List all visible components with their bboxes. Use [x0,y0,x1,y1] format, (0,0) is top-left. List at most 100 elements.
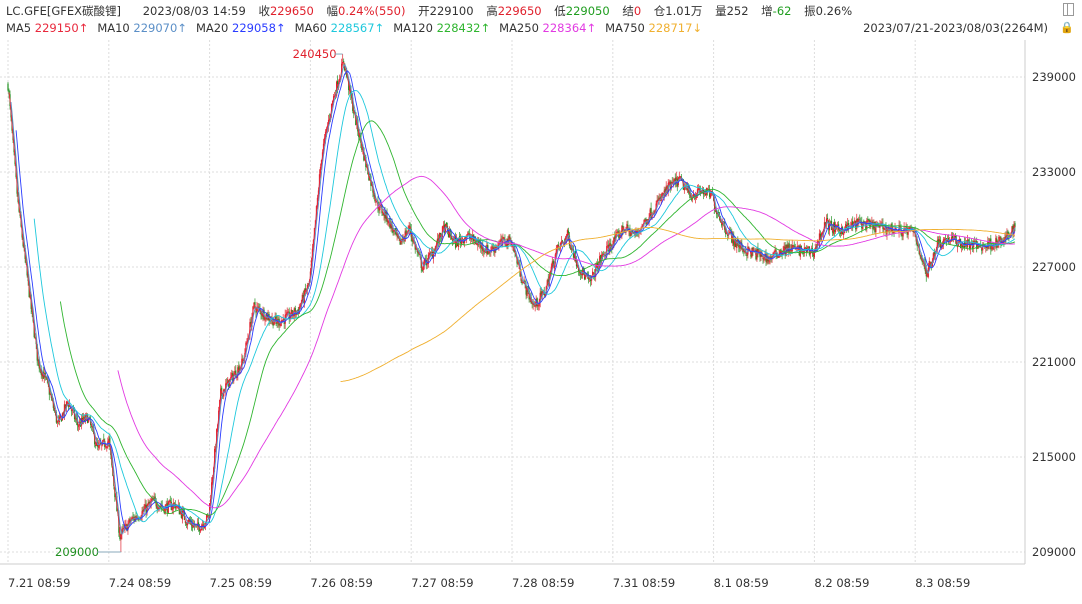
candle-body [185,523,188,525]
ma-line-ma250 [117,175,1015,509]
low-label: 低 [554,4,566,18]
candle-body [674,177,676,185]
y-tick-label: 221000 [1032,355,1076,369]
candle-body [540,291,542,297]
candle-body [451,240,454,242]
candle-body [978,245,980,248]
change-label: 幅 [326,4,339,18]
y-tick-label: 233000 [1032,165,1076,179]
y-tick-label: 239000 [1032,70,1076,84]
ma-legend-value: 228432↑ [436,21,491,35]
candle-body [7,83,9,91]
x-tick-label: 8.3 08:59 [915,576,970,590]
candle-body [100,442,102,445]
candle-body [729,231,731,233]
candle-body [382,214,384,216]
quote-header: LC.GFE[GFEX碳酸锂] 2023/08/03 14:59 收229650… [6,3,852,19]
candle-body [432,251,434,259]
candle-body [975,241,977,243]
candle-body [526,286,528,296]
candle-body [799,245,801,257]
candle-body [692,194,695,198]
candle-body [546,280,548,286]
change-value: 0.24%(550) [338,4,406,18]
min-price-label: 209000 [55,545,99,559]
candle-body [1014,223,1016,228]
candle-body [255,309,257,313]
x-tick-label: 7.25 08:59 [210,576,272,590]
open-label: 开 [418,4,430,18]
ma-line-ma10 [10,63,1016,535]
ma-legend-value: 228364↑ [542,21,597,35]
low-value: 229050 [565,4,610,18]
candle-body [507,239,509,245]
candle-body [873,222,875,228]
candle-body [867,219,869,220]
x-tick-label: 7.31 08:59 [613,576,675,590]
ma-legend-name: MA60 [294,21,331,35]
high-label: 高 [486,4,498,18]
quote-datetime: 2023/08/03 14:59 [142,4,246,18]
ma-legend: MA5 229150↑ MA10 229070↑ MA20 229058↑ MA60 … [6,21,702,35]
x-tick-label: 7.21 08:59 [8,576,70,590]
x-tick-label: 8.1 08:59 [714,576,769,590]
close-label: 收 [258,4,270,18]
ma-legend-value: 229058↑ [232,21,286,35]
candle-body [238,366,240,373]
ma-legend-name: MA750 [605,21,649,35]
candle-body [553,262,555,269]
candle-body [532,303,534,305]
max-price-label: 240450 [293,47,337,61]
high-value: 229650 [497,4,542,18]
candle-body [266,312,268,320]
y-tick-label: 227000 [1032,260,1076,274]
candle-body [483,251,485,253]
ma-legend-name: MA20 [195,21,233,35]
candle-body [762,257,764,260]
ma-legend-value: 228567↑ [330,21,385,35]
candle-body [768,258,770,263]
ma-legend-value: 228717↓ [648,21,703,35]
ma-legend-name: MA10 [97,21,134,35]
ma-legend-value: 229150↑ [34,21,89,35]
candle-body [511,245,513,247]
candle-body [777,257,779,258]
candle-body [785,244,787,256]
panel-toggle-icon[interactable] [1063,3,1074,16]
ma-legend-name: MA250 [499,21,543,35]
ma-line-ma750 [340,226,1016,382]
candle-body [710,190,713,192]
settle-value: 0 [633,4,642,18]
candle-body [776,255,778,257]
symbol-name: LC.GFE[GFEX碳酸锂] [6,4,122,18]
candle-body [274,316,276,322]
candle-body [727,234,729,236]
ma-line-ma20 [15,70,1016,532]
ma-legend-name: MA5 [6,21,35,35]
candle-body [70,410,73,412]
y-tick-label: 209000 [1032,545,1076,559]
x-tick-label: 7.24 08:59 [109,576,171,590]
x-tick-label: 7.27 08:59 [411,576,473,590]
open-value: 229100 [429,4,474,18]
candle-body [75,417,78,420]
candle-body [154,496,156,500]
open-interest-label: 仓 [653,4,666,18]
oi-change-label: 增 [761,4,773,18]
candle-body [478,241,480,245]
candlestick-chart[interactable]: 239000 233000 227000 221000 215000 209000 7.21… [0,40,1082,604]
close-value: 229650 [269,4,314,18]
candle-body [1011,226,1013,233]
ma-line-ma60 [33,90,1016,524]
candle-body [833,222,836,232]
x-tick-label: 8.2 08:59 [814,576,869,590]
candle-body [134,516,136,522]
candle-body [461,239,463,245]
y-tick-label: 215000 [1032,450,1076,464]
lock-icon[interactable]: 🔒 [1060,21,1074,34]
candle-body [763,257,765,261]
candle-body [744,249,746,253]
candle-body [384,212,386,219]
amplitude-label: 振 [804,4,816,18]
volume-label: 量 [715,4,727,18]
